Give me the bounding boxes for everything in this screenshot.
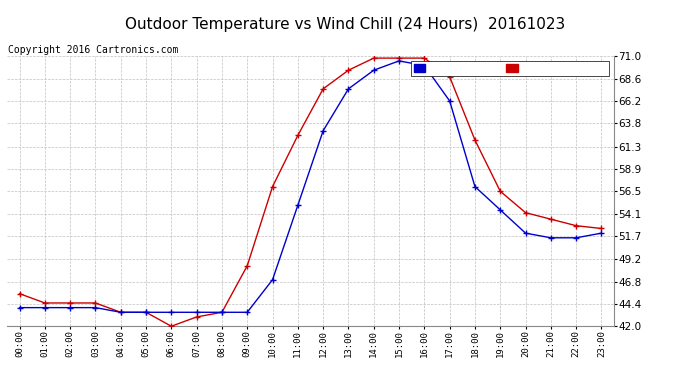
Legend: Wind Chill  (°F), Temperature  (°F): Wind Chill (°F), Temperature (°F) [411,61,609,76]
Text: Outdoor Temperature vs Wind Chill (24 Hours)  20161023: Outdoor Temperature vs Wind Chill (24 Ho… [125,17,565,32]
Text: Copyright 2016 Cartronics.com: Copyright 2016 Cartronics.com [8,45,179,55]
